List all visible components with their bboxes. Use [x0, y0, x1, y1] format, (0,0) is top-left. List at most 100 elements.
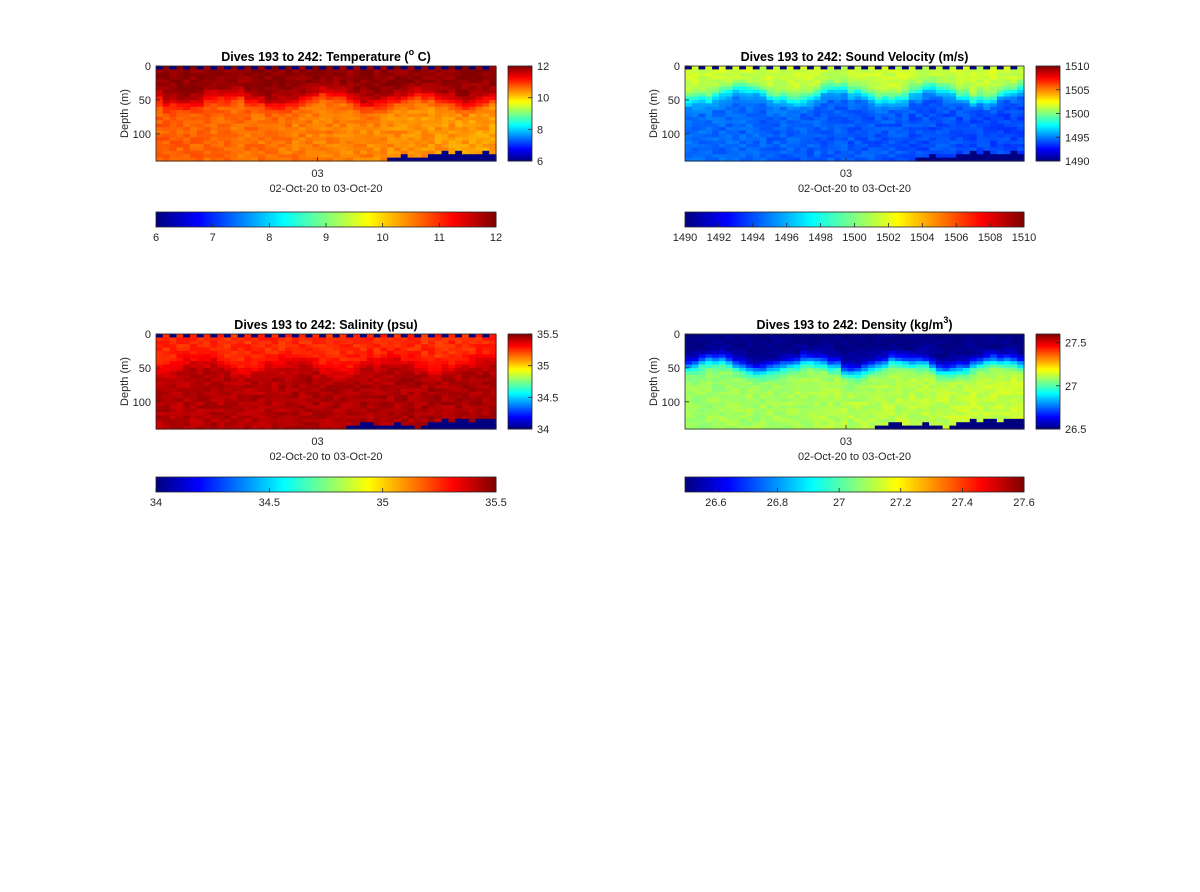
heatmap-cell [298, 361, 307, 366]
heatmap-cell [908, 123, 917, 128]
heatmap-cell [203, 384, 211, 389]
heatmap-cell [176, 144, 184, 149]
colorbar-segment [179, 477, 184, 492]
heatmap-cell [183, 395, 191, 400]
heatmap-cell [990, 154, 998, 159]
heatmap-cell [414, 72, 422, 77]
heatmap-cell [691, 357, 700, 362]
heatmap-cell [271, 378, 279, 383]
colorbar-segment [508, 400, 532, 403]
colorbar-tick-label: 6 [153, 232, 159, 244]
heatmap-cell [251, 381, 259, 386]
heatmap-cell [237, 415, 245, 420]
colorbar-segment [1036, 89, 1060, 92]
heatmap-cell [251, 388, 259, 393]
heatmap-cell [162, 401, 171, 406]
heatmap-cell [462, 371, 470, 376]
heatmap-cell [983, 79, 991, 84]
heatmap-cell [962, 69, 971, 74]
heatmap-cell [428, 120, 436, 125]
colorbar-segment [320, 477, 324, 492]
heatmap-cell [380, 378, 388, 383]
heatmap-cell [956, 133, 964, 138]
colorbar-segment [685, 212, 689, 227]
heatmap-cell [373, 398, 381, 403]
heatmap-cell [305, 103, 313, 108]
heatmap-cell [203, 157, 211, 162]
heatmap-cell [394, 381, 402, 386]
colorbar-segment [949, 212, 953, 227]
heatmap-cell [162, 69, 171, 74]
heatmap-cell [840, 96, 849, 101]
heatmap-cell [169, 127, 177, 132]
heatmap-cell [373, 116, 381, 121]
heatmap-cell [339, 371, 347, 376]
heatmap-cell [698, 412, 706, 417]
heatmap-cell [691, 69, 700, 74]
heatmap-cell [190, 344, 198, 349]
heatmap-cell [448, 388, 456, 393]
heatmap-cell [1010, 113, 1018, 118]
heatmap-cell [400, 408, 409, 413]
heatmap-cell [1010, 69, 1018, 74]
heatmap-cell [258, 133, 266, 138]
heatmap-cell [813, 113, 822, 118]
heatmap-cell [793, 96, 801, 101]
heatmap-cell [210, 374, 218, 379]
heatmap-cell [752, 79, 761, 84]
heatmap-cell [462, 354, 470, 359]
heatmap-cell [1017, 66, 1025, 70]
heatmap-cell [434, 401, 443, 406]
heatmap-cell [203, 367, 211, 372]
heatmap-cell [162, 123, 171, 128]
heatmap-cell [196, 150, 205, 155]
heatmap-cell [237, 391, 245, 396]
heatmap-cell [421, 398, 429, 403]
heatmap-cell [224, 374, 232, 379]
heatmap-cell [305, 364, 313, 369]
colorbar-segment [820, 212, 824, 227]
heatmap-cell [346, 412, 354, 417]
colorbar-segment [833, 212, 837, 227]
heatmap-cell [407, 133, 415, 138]
colorbar-segment [450, 212, 454, 227]
heatmap-cell [285, 388, 293, 393]
heatmap-cell [251, 347, 259, 352]
heatmap-cell [230, 120, 239, 125]
heatmap-cell [421, 384, 429, 389]
colorbar-segment [251, 212, 255, 227]
heatmap-cell [861, 96, 869, 101]
heatmap-cell [807, 144, 815, 149]
heatmap-cell [468, 422, 477, 427]
heatmap-cell [718, 93, 727, 98]
heatmap-cell [339, 422, 347, 427]
heatmap-cell [298, 357, 307, 362]
heatmap-cell [475, 340, 483, 345]
heatmap-cell [901, 89, 910, 94]
heatmap-cell [448, 378, 456, 383]
heatmap-cell [448, 391, 456, 396]
heatmap-cell [176, 412, 184, 417]
heatmap-cell [685, 381, 693, 386]
heatmap-cell [996, 110, 1005, 115]
heatmap-cell [373, 93, 381, 98]
heatmap-cell [698, 93, 706, 98]
heatmap-cell [685, 371, 693, 376]
heatmap-cell [244, 72, 252, 77]
heatmap-cell [746, 157, 754, 162]
heatmap-cell [990, 150, 998, 155]
colorbar-segment [508, 372, 532, 375]
colorbar-segment [344, 212, 348, 227]
colorbar-segment [182, 212, 186, 227]
heatmap-cell [176, 347, 184, 352]
heatmap-cell [441, 110, 449, 115]
heatmap-cell [380, 412, 388, 417]
colorbar-segment [270, 212, 274, 227]
heatmap-cell [264, 357, 273, 362]
heatmap-cell [285, 103, 293, 108]
heatmap-cell [786, 89, 795, 94]
heatmap-cell [326, 405, 334, 410]
heatmap-cell [725, 79, 734, 84]
heatmap-cell [725, 137, 734, 142]
